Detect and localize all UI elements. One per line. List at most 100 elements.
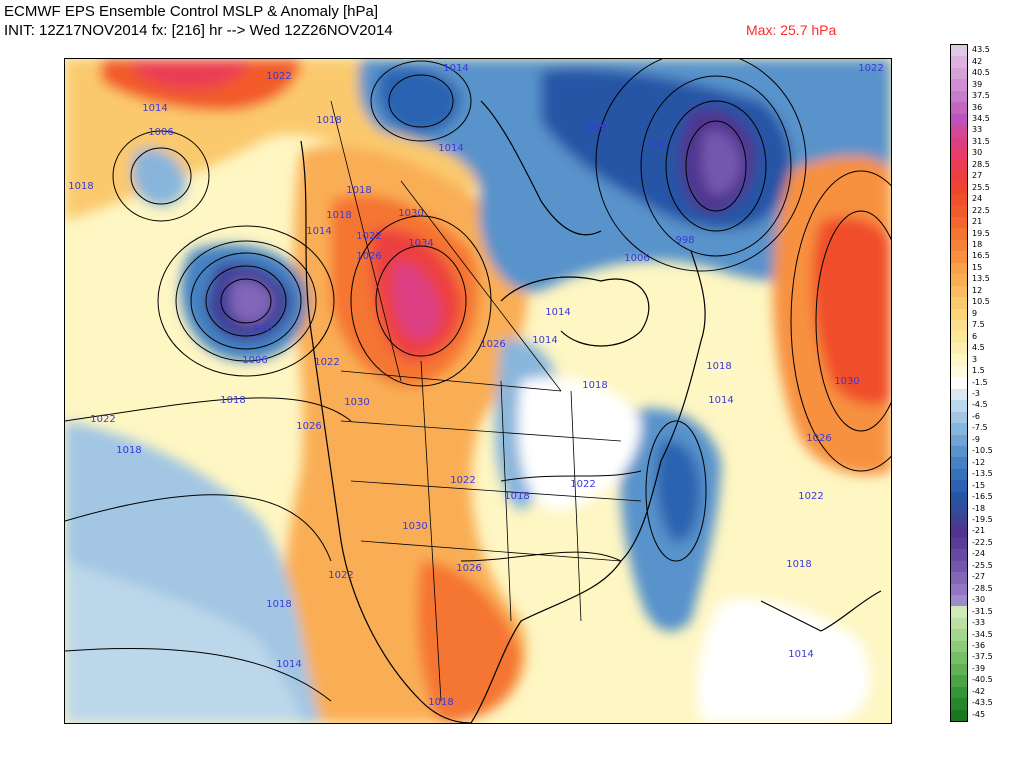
- colorbar-segment: [951, 56, 967, 69]
- pressure-label: 1022: [90, 414, 115, 425]
- colorbar-label: -21: [972, 526, 986, 536]
- colorbar-segment: [951, 526, 967, 539]
- pressure-label: 1022: [314, 357, 339, 368]
- colorbar-label: 15: [972, 262, 983, 272]
- chart-title: ECMWF EPS Ensemble Control MSLP & Anomal…: [4, 2, 393, 40]
- colorbar-label: -12: [972, 457, 986, 467]
- colorbar-segment: [951, 342, 967, 355]
- colorbar-segment: [951, 388, 967, 401]
- colorbar-label: 34.5: [972, 113, 990, 123]
- pressure-label: 1014: [443, 63, 468, 74]
- pressure-label: 1022: [798, 491, 823, 502]
- colorbar-segment: [951, 331, 967, 344]
- colorbar-label: 33: [972, 125, 983, 135]
- pressure-label: 1006: [624, 253, 649, 264]
- colorbar-segment: [951, 675, 967, 688]
- colorbar-segment: [951, 159, 967, 172]
- colorbar-segment: [951, 148, 967, 161]
- colorbar-segment: [951, 171, 967, 183]
- colorbar-label: -43.5: [972, 698, 993, 708]
- colorbar-segment: [951, 446, 967, 458]
- colorbar-label: 12: [972, 285, 983, 295]
- colorbar-label: 21: [972, 217, 983, 227]
- colorbar-segment: [951, 468, 967, 481]
- pressure-label: 1014: [142, 103, 167, 114]
- pressure-label: 1018: [316, 115, 341, 126]
- pressure-label: 1018: [116, 445, 141, 456]
- colorbar-label: -4.5: [972, 400, 988, 410]
- colorbar-label: 37.5: [972, 91, 990, 101]
- colorbar-label: -15: [972, 480, 986, 490]
- colorbar-segment: [951, 480, 967, 493]
- colorbar-label: -39: [972, 663, 986, 673]
- colorbar-segment: [951, 193, 967, 206]
- colorbar-segment: [951, 434, 967, 447]
- pressure-label: 998: [587, 123, 606, 134]
- colorbar-segment: [951, 663, 967, 676]
- pressure-label: 1030: [398, 208, 423, 219]
- colorbar-label: 19.5: [972, 228, 990, 238]
- colorbar-label: 4.5: [972, 343, 985, 353]
- pressure-label: 1026: [296, 421, 321, 432]
- pressure-label: 990: [253, 324, 272, 335]
- colorbar-segment: [951, 136, 967, 149]
- colorbar-label: 31.5: [972, 136, 990, 146]
- colorbar-label: -33: [972, 618, 986, 628]
- pressure-label: 1018: [582, 380, 607, 391]
- colorbar-segment: [951, 594, 967, 607]
- pressure-labels: 1014 1022 1022 1014 1006 1018 1014 998 990 1018 10…: [68, 63, 883, 708]
- colorbar-segment: [951, 411, 967, 424]
- colorbar-label: 10.5: [972, 297, 990, 307]
- colorbar-label: 16.5: [972, 251, 990, 261]
- colorbar-segment: [951, 125, 967, 138]
- colorbar-label: -40.5: [972, 675, 993, 685]
- colorbar-segment: [951, 67, 967, 80]
- colorbar-label: 9: [972, 308, 978, 318]
- colorbar-label: -37.5: [972, 652, 993, 662]
- colorbar-segment: [951, 457, 967, 470]
- pressure-label: 1014: [438, 143, 463, 154]
- colorbar-segment: [951, 182, 967, 195]
- pressure-label: 1026: [356, 251, 381, 262]
- colorbar-segment: [951, 686, 967, 699]
- pressure-label: 1022: [570, 479, 595, 490]
- colorbar-label: -10.5: [972, 446, 993, 456]
- colorbar-segment: [951, 285, 967, 298]
- pressure-label: 1018: [326, 210, 351, 221]
- title-line-2: INIT: 12Z17NOV2014 fx: [216] hr --> Wed …: [4, 22, 393, 39]
- pressure-label: 1006: [148, 127, 173, 138]
- colorbar-label: -28.5: [972, 583, 993, 593]
- colorbar-label: 28.5: [972, 159, 990, 169]
- colorbar-label: -42: [972, 686, 986, 696]
- pressure-label: 1014: [532, 335, 557, 346]
- colorbar-label: -7.5: [972, 423, 988, 433]
- colorbar-segment: [951, 205, 967, 218]
- colorbar-label: 6: [972, 331, 978, 341]
- colorbar-segment: [951, 365, 967, 378]
- colorbar-label: -6: [972, 411, 980, 421]
- pressure-label: 1022: [266, 71, 291, 82]
- colorbar-segment: [951, 617, 967, 630]
- colorbar-segment: [951, 262, 967, 275]
- colorbar-label: 18: [972, 240, 983, 249]
- colorbar-label: 39: [972, 79, 983, 89]
- colorbar-segment: [951, 572, 967, 584]
- colorbar-segment: [951, 514, 967, 527]
- pressure-label: 1018: [346, 185, 371, 196]
- colorbar-segment: [951, 640, 967, 653]
- pressure-label: 1018: [220, 395, 245, 406]
- coastlines: [300, 100, 882, 723]
- colorbar-label: 30: [972, 148, 983, 158]
- colorbar-label: -22.5: [972, 537, 993, 547]
- pressure-label: 1030: [402, 521, 427, 532]
- colorbar-label: -3: [972, 388, 980, 398]
- pressure-label: 1022: [328, 570, 353, 581]
- title-line-1: ECMWF EPS Ensemble Control MSLP & Anomal…: [4, 3, 379, 20]
- pressure-label: 1018: [786, 559, 811, 570]
- colorbar-label: -16.5: [972, 492, 993, 502]
- colorbar-label: 7.5: [972, 320, 985, 330]
- colorbar-label: -31.5: [972, 606, 993, 616]
- colorbar-label: 25.5: [972, 182, 990, 192]
- colorbar-label: 1.5: [972, 366, 985, 376]
- pressure-label: 990: [649, 140, 668, 151]
